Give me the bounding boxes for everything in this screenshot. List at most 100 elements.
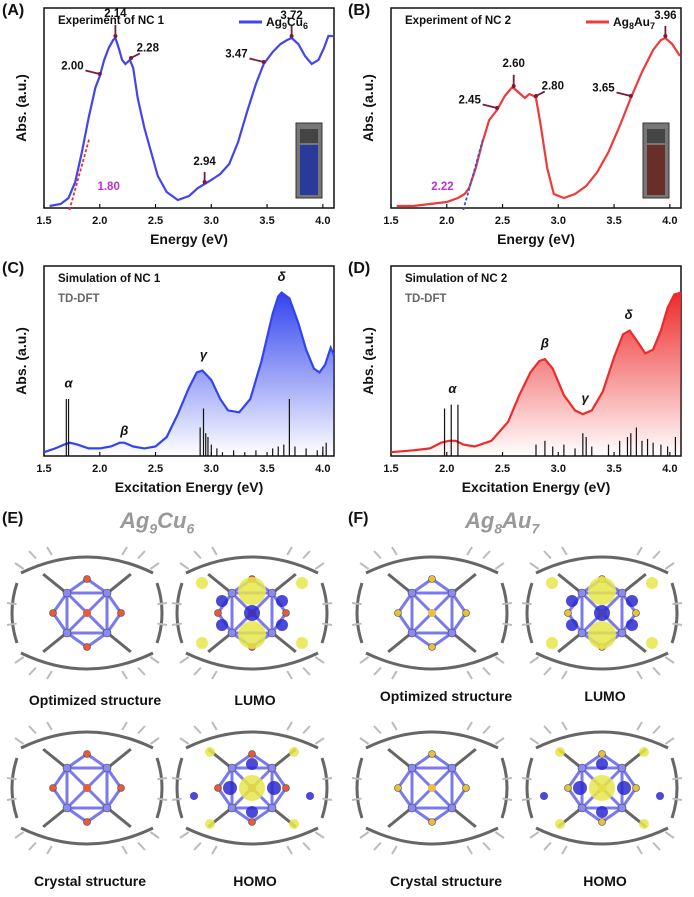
hydrogen-bond [314, 562, 325, 570]
hydrogen-bond [302, 841, 311, 851]
panel-label-d: (D) [348, 260, 371, 277]
hydrogen-bond [351, 602, 362, 606]
metal-atom [407, 588, 417, 598]
ligand-arc [10, 757, 19, 819]
hydrogen-bond [157, 797, 168, 801]
ligand-arc [535, 651, 669, 671]
hydrogen-bond [179, 562, 190, 570]
caption-e-optimized: Optimized structure [28, 692, 162, 708]
metal-atom [462, 784, 470, 792]
orbital-lobe [296, 577, 308, 589]
cuvette-solution [300, 145, 318, 195]
hydrogen-bond [482, 725, 491, 735]
orbital-lobe [196, 637, 208, 649]
x-tick-label: 2.5 [148, 463, 163, 475]
peak-label: 2.45 [458, 95, 481, 107]
x-tick-label: 4.0 [315, 463, 330, 475]
x-axis-label: Excitation Energy (eV) [462, 479, 611, 495]
transition-label: δ [625, 307, 633, 322]
hydrogen-bond [137, 841, 146, 851]
hydrogen-bond [391, 670, 398, 680]
hydrogen-bond [157, 777, 168, 781]
metal-atom [49, 784, 57, 792]
chart-subtitle: TD-DFT [58, 293, 100, 305]
hydrogen-bond [664, 562, 675, 570]
metal-atom [83, 750, 91, 758]
hydrogen-bond [322, 602, 333, 606]
cuvette-cap [647, 129, 665, 143]
hydrogen-bond [14, 656, 25, 664]
hydrogen-bond [286, 670, 293, 680]
orbital-lobe [540, 792, 548, 800]
x-tick-label: 2.0 [439, 215, 454, 227]
orbital-lobe [573, 781, 587, 795]
central-atom [83, 784, 91, 792]
orbital-lobe [196, 577, 208, 589]
transition-label: α [448, 381, 457, 396]
spectrum-line [49, 34, 333, 208]
hydrogen-bond [179, 737, 190, 745]
metal-atom [102, 628, 112, 638]
hydrogen-bond [302, 666, 311, 676]
chart-title: Simulation of NC 1 [58, 273, 161, 285]
hydrogen-bond [373, 725, 382, 735]
ag8au7-crystal-structure-image [351, 721, 513, 855]
y-axis-label: Abs. (a.u.) [360, 74, 376, 142]
hydrogen-bond [171, 602, 182, 606]
ligand-arc [670, 582, 679, 644]
orbital-lobe [223, 781, 237, 795]
hydrogen-bond [502, 777, 513, 781]
hydrogen-bond [171, 777, 182, 781]
orbital-lobe [205, 819, 215, 829]
hydrogen-bond [28, 666, 37, 676]
hydrogen-bond [391, 546, 398, 556]
ligand-arc [20, 555, 154, 575]
hydrogen-bond [561, 670, 568, 680]
x-tick-label: 4.0 [315, 215, 330, 227]
metal-atom [49, 609, 57, 617]
annotation-arrow-head [261, 60, 266, 64]
x-axis-label: Energy (eV) [497, 231, 575, 247]
metal-atom [428, 575, 436, 583]
hydrogen-bond [494, 737, 505, 745]
orbital-lobe [555, 747, 565, 757]
caption-f-crystal: Crystal structure [389, 873, 503, 889]
area-fill [44, 292, 334, 456]
ag9cu6-optimized-structure-image [6, 546, 168, 680]
hydrogen-bond [6, 777, 17, 781]
panel-label-a: (A) [2, 2, 25, 19]
plot-frame [390, 7, 682, 209]
x-tick-label: 3.0 [204, 215, 219, 227]
panel-label-b: (B) [348, 2, 371, 19]
ligand-arc [365, 730, 499, 750]
peak-label: 2.60 [502, 58, 524, 70]
metal-atom [102, 803, 112, 813]
metal-atom [577, 588, 587, 598]
metal-atom [617, 588, 627, 598]
hydrogen-bond [502, 602, 513, 606]
ag9cu6-homo-image [171, 721, 333, 855]
hydrogen-bond [652, 550, 661, 560]
orbital-lobe [246, 758, 258, 770]
x-tick-label: 2.0 [92, 215, 107, 227]
metal-atom [428, 643, 436, 651]
hydrogen-bond [286, 845, 293, 855]
hydrogen-bond [193, 550, 202, 560]
ligand-arc [535, 730, 669, 750]
ag9cu6-lumo-image [171, 546, 333, 680]
hydrogen-bond [46, 721, 53, 731]
hydrogen-bond [502, 797, 513, 801]
metal-atom [83, 575, 91, 583]
hydrogen-bond [636, 670, 643, 680]
hydrogen-bond [314, 831, 325, 839]
hydrogen-bond [543, 725, 552, 735]
hydrogen-bond [652, 725, 661, 735]
x-tick-label: 2.5 [495, 215, 510, 227]
peak-label: 3.47 [225, 49, 247, 61]
peak-label: 3.72 [280, 10, 302, 22]
caption-e-lumo: LUMO [234, 692, 276, 708]
onset-label: 1.80 [97, 181, 119, 193]
ligand-arc [185, 730, 319, 750]
central-atom [428, 784, 436, 792]
metal-atom [577, 628, 587, 638]
